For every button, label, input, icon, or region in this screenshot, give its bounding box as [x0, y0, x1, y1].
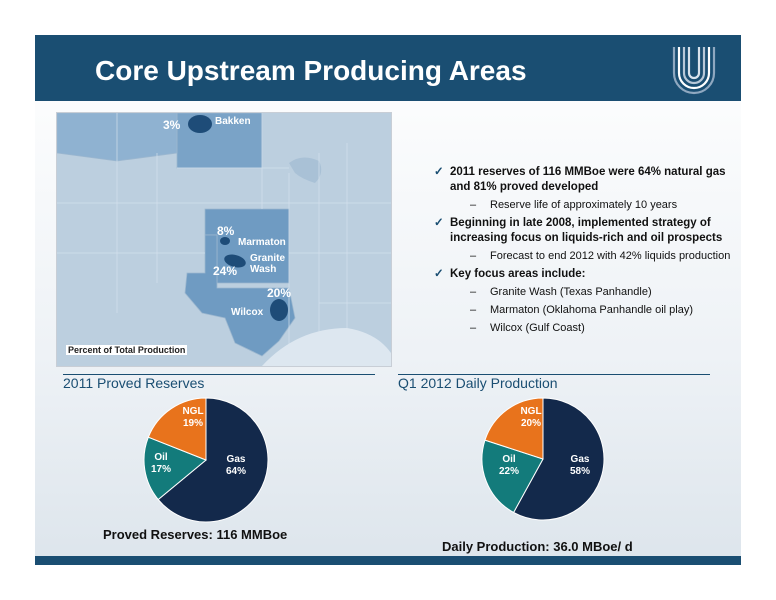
daily-production-title: Q1 2012 Daily Production	[398, 375, 558, 391]
bullet-item: ✓ Beginning in late 2008, implemented str…	[432, 216, 732, 246]
slide: Core Upstream Producing Areas	[35, 35, 741, 565]
pie-label-gas: Gas 58%	[569, 454, 590, 477]
proved-reserves-title: 2011 Proved Reserves	[63, 375, 205, 391]
daily-production-footer: Daily Production: 36.0 MBoe/ d	[442, 539, 633, 554]
bullet-item: ✓ Key focus areas include:	[432, 267, 732, 282]
pie-slice-oil	[143, 436, 207, 501]
bakken-play	[188, 115, 212, 133]
granite-wash-play	[224, 254, 246, 268]
company-logo-icon	[672, 47, 716, 95]
texas-region	[184, 234, 296, 357]
granite-wash-label: Granite Wash	[250, 253, 286, 275]
pie-label-oil: Oil 17%	[150, 452, 171, 475]
wilcox-label: Wilcox	[231, 307, 264, 318]
slide-title: Core Upstream Producing Areas	[95, 55, 527, 86]
marmaton-play	[220, 237, 230, 245]
bullet-text: Key focus areas include:	[450, 268, 586, 280]
sub-bullet-text: Forecast to end 2012 with 42% liquids pr…	[490, 250, 731, 262]
check-icon: ✓	[434, 166, 444, 178]
sub-bullet-text: Reserve life of approximately 10 years	[490, 199, 678, 211]
footer-bar	[35, 556, 741, 565]
bullet-item: ✓ 2011 reserves of 116 MMBoe were 64% nat…	[432, 165, 732, 195]
check-icon: ✓	[434, 268, 444, 280]
pie-slice-ngl	[147, 397, 207, 461]
pie-label-ngl: NGL 20%	[520, 406, 542, 429]
sub-bullet-item: – Marmaton (Oklahoma Panhandle oil play)	[470, 304, 693, 316]
bakken-pct: 3%	[163, 118, 181, 132]
production-map: 3% Bakken 8% Marmaton Granite Wash 24% 2…	[56, 112, 392, 367]
sub-bullet-text: Wilcox (Gulf Coast)	[490, 322, 585, 334]
key-points-list: ✓ 2011 reserves of 116 MMBoe were 64% nat…	[432, 165, 732, 339]
header-bar: Core Upstream Producing Areas	[35, 35, 741, 101]
pie-label-oil: Oil 22%	[498, 454, 519, 477]
sub-bullet-text: Granite Wash (Texas Panhandle)	[490, 286, 652, 298]
sub-bullet-item: – Granite Wash (Texas Panhandle)	[470, 286, 652, 298]
pie-label-ngl: NGL 19%	[182, 406, 204, 429]
check-icon: ✓	[434, 217, 444, 229]
bullet-text: Beginning in late 2008, implemented stra…	[450, 217, 723, 244]
pie-slice-gas	[512, 397, 605, 521]
section-divider	[63, 374, 375, 375]
sub-bullet-item: – Wilcox (Gulf Coast)	[470, 322, 585, 334]
proved-reserves-pie-chart	[143, 397, 269, 523]
marmaton-pct: 8%	[217, 224, 235, 238]
wilcox-play	[270, 299, 288, 321]
wilcox-pct: 20%	[267, 286, 292, 300]
map-caption: Percent of Total Production	[66, 345, 188, 355]
sub-bullet-item: – Forecast to end 2012 with 42% liquids p…	[470, 250, 731, 262]
pie-label-gas: Gas 64%	[225, 454, 246, 477]
bullet-text: 2011 reserves of 116 MMBoe were 64% natu…	[450, 166, 726, 193]
daily-production-pie-chart	[481, 397, 605, 521]
sub-bullet-item: – Reserve life of approximately 10 years	[470, 199, 678, 211]
pie-slice-ngl	[484, 397, 544, 460]
pie-slice-gas	[157, 397, 269, 523]
sub-bullet-text: Marmaton (Oklahoma Panhandle oil play)	[490, 304, 693, 316]
us-map	[57, 113, 391, 366]
section-divider	[398, 374, 710, 375]
granite-wash-pct: 24%	[213, 264, 238, 278]
proved-reserves-footer: Proved Reserves: 116 MMBoe	[103, 527, 288, 542]
pie-slice-oil	[481, 439, 544, 514]
marmaton-label: Marmaton	[238, 237, 286, 248]
bakken-label: Bakken	[215, 116, 251, 127]
